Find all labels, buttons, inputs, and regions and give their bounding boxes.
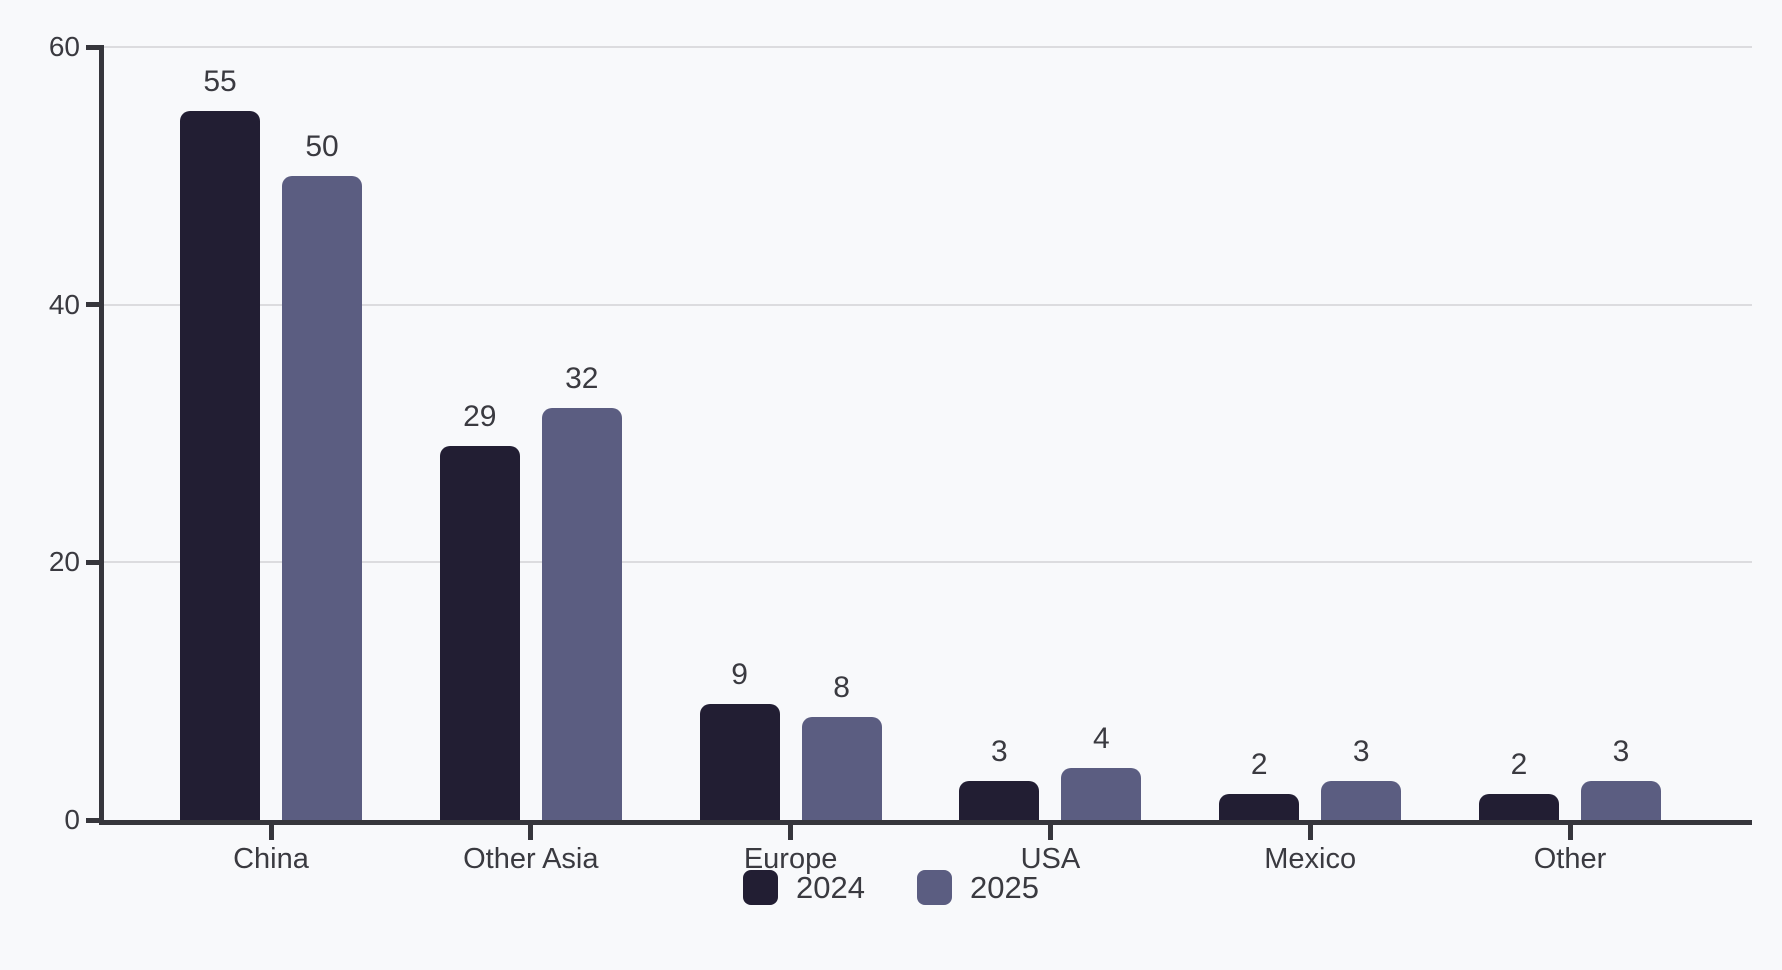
gridline bbox=[104, 303, 1752, 306]
y-axis-tick bbox=[86, 302, 101, 308]
value-label-2024-china: 55 bbox=[203, 65, 237, 98]
value-label-2025-other-asia: 32 bbox=[565, 362, 599, 395]
bar-2025-other-asia bbox=[541, 408, 622, 820]
x-axis-tick bbox=[268, 825, 274, 840]
x-axis-tick bbox=[1307, 825, 1313, 840]
x-axis-label-usa: USA bbox=[1020, 843, 1081, 875]
x-axis-tick bbox=[1567, 825, 1573, 840]
value-label-2025-usa: 4 bbox=[1093, 722, 1110, 755]
bar-2024-usa bbox=[959, 781, 1040, 820]
x-axis-label-europe: Europe bbox=[743, 843, 838, 875]
x-axis-label-other-asia: Other Asia bbox=[463, 843, 599, 875]
bar-2025-china bbox=[282, 176, 362, 820]
y-axis-tick-label: 20 bbox=[48, 546, 80, 578]
value-label-2025-china: 50 bbox=[305, 130, 339, 163]
bar-2024-china bbox=[180, 111, 260, 820]
value-label-2025-mexico: 3 bbox=[1352, 735, 1370, 768]
bar-2025-other bbox=[1581, 781, 1661, 820]
x-axis-label-other: Other bbox=[1533, 843, 1607, 875]
x-axis-label-china: China bbox=[233, 843, 309, 875]
bar-2024-other-asia bbox=[439, 446, 520, 820]
gridline bbox=[104, 561, 1752, 564]
value-label-2025-other: 3 bbox=[1612, 735, 1630, 768]
y-axis-tick-label: 40 bbox=[48, 288, 80, 320]
bar-2024-mexico bbox=[1219, 794, 1300, 820]
legend-label-2025: 2025 bbox=[970, 870, 1039, 905]
x-axis-line bbox=[99, 820, 1752, 825]
value-label-2024-other: 2 bbox=[1510, 748, 1528, 781]
y-axis-tick bbox=[86, 44, 101, 50]
legend-item-2024[interactable]: 2024 bbox=[743, 870, 865, 905]
bar-2025-usa bbox=[1061, 768, 1142, 820]
y-axis-tick bbox=[86, 817, 101, 823]
y-axis-tick-label: 0 bbox=[64, 804, 80, 835]
x-axis-tick bbox=[528, 825, 534, 840]
value-label-2024-usa: 3 bbox=[991, 735, 1008, 768]
x-axis-tick bbox=[788, 825, 794, 840]
value-label-2024-other-asia: 29 bbox=[463, 400, 497, 433]
legend-swatch-2024 bbox=[743, 870, 779, 905]
y-axis-line bbox=[99, 45, 104, 825]
value-label-2024-europe: 9 bbox=[731, 658, 748, 691]
legend-label-2024: 2024 bbox=[796, 870, 865, 905]
y-axis-tick bbox=[86, 559, 101, 565]
bar-2024-other bbox=[1479, 794, 1559, 820]
bar-2024-europe bbox=[699, 704, 780, 820]
value-label-2025-europe: 8 bbox=[833, 671, 850, 704]
x-axis-label-mexico: Mexico bbox=[1264, 843, 1357, 875]
chart-legend: 2024 2025 bbox=[0, 870, 1782, 905]
y-axis-tick-label: 60 bbox=[48, 31, 80, 62]
bar-2025-mexico bbox=[1321, 781, 1402, 820]
bar-2025-europe bbox=[801, 717, 882, 820]
legend-swatch-2025 bbox=[917, 870, 952, 905]
legend-item-2025[interactable]: 2025 bbox=[917, 870, 1039, 905]
x-axis-tick bbox=[1047, 825, 1053, 840]
value-label-2024-mexico: 2 bbox=[1250, 748, 1268, 781]
gridline bbox=[104, 46, 1752, 48]
